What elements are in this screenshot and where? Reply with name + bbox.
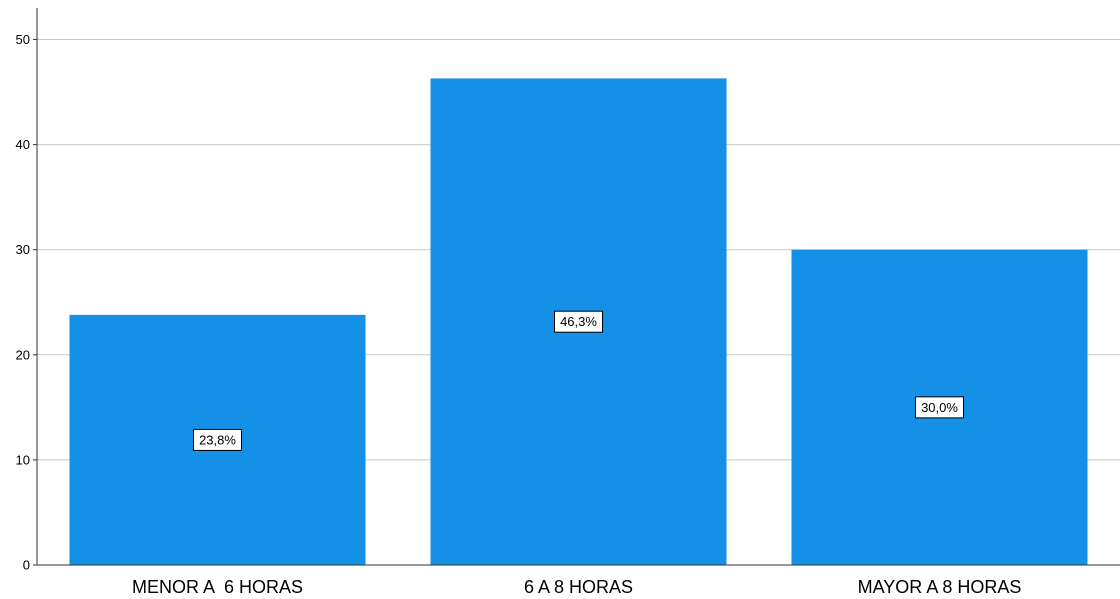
x-category-label: MAYOR A 8 HORAS xyxy=(858,577,1022,597)
y-tick-label: 40 xyxy=(16,137,30,152)
data-label: 23,8% xyxy=(199,432,236,447)
axes: 0 10 20 30 40 50 MENOR A 6 HORAS 6 A 8 HORAS MAY… xyxy=(16,8,1120,597)
y-tick-label: 0 xyxy=(23,558,30,573)
data-label-box xyxy=(193,428,242,451)
y-tick-label: 10 xyxy=(16,452,30,467)
x-category-label: MENOR A 6 HORAS xyxy=(132,577,303,597)
y-tick-label: 30 xyxy=(16,242,30,257)
data-label: 46,3% xyxy=(560,314,597,329)
data-label-box xyxy=(554,310,603,333)
x-category-label: 6 A 8 HORAS xyxy=(524,577,633,597)
y-tick-label: 20 xyxy=(16,347,30,362)
y-tick-label: 50 xyxy=(16,32,30,47)
data-label-box xyxy=(915,396,964,419)
data-labels: 23,8% 46,3% 30,0% xyxy=(193,310,964,451)
data-label: 30,0% xyxy=(921,400,958,415)
